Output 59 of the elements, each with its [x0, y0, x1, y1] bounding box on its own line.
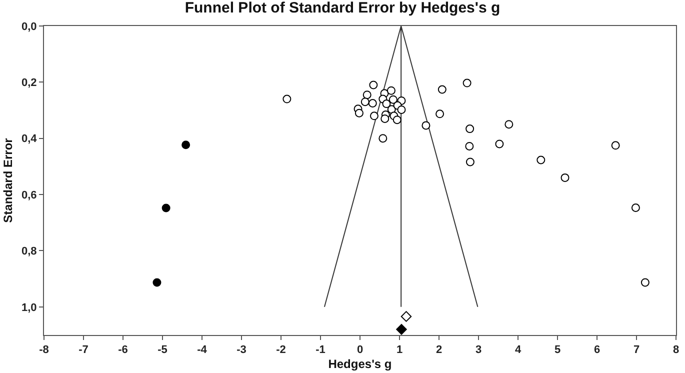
x-tick-label: -8 — [39, 344, 49, 356]
y-tick-label: 1,0 — [22, 302, 37, 314]
x-tick-label: -1 — [316, 344, 326, 356]
point — [152, 278, 162, 287]
x-tick-label: 0 — [356, 344, 364, 356]
y-tick-label: 0,8 — [22, 246, 37, 258]
x-tick-label: 4 — [514, 344, 522, 356]
point — [162, 204, 170, 212]
point — [611, 141, 620, 150]
point — [466, 124, 474, 134]
point — [380, 114, 390, 123]
point — [422, 121, 430, 130]
point — [368, 99, 377, 108]
point — [397, 105, 406, 114]
y-tick-label: 0,0 — [22, 20, 37, 33]
x-tick-label: 1 — [396, 344, 403, 356]
x-tick-label: 2 — [436, 344, 442, 356]
point — [495, 140, 504, 148]
point — [560, 173, 570, 182]
point — [362, 90, 372, 100]
x-tick-label: 7 — [633, 344, 640, 356]
point — [504, 120, 514, 129]
point — [392, 116, 402, 124]
point — [465, 142, 474, 150]
point — [354, 108, 364, 118]
y-tick-label: 0,4 — [22, 133, 38, 146]
x-tick-label: 3 — [475, 344, 482, 356]
x-tick-label: 6 — [594, 344, 600, 356]
point — [396, 324, 407, 335]
point — [369, 80, 378, 90]
point — [182, 140, 190, 150]
point — [386, 86, 396, 95]
point — [382, 100, 391, 108]
x-tick-label: 5 — [554, 344, 561, 356]
point — [400, 311, 412, 322]
x-tick-label: -6 — [118, 344, 128, 356]
point — [378, 134, 388, 143]
x-tick-label: 8 — [672, 344, 680, 356]
point — [282, 94, 292, 104]
x-tick-label: -3 — [236, 344, 246, 356]
point — [360, 98, 370, 106]
y-tick-label: 0,2 — [22, 77, 37, 90]
point — [370, 112, 378, 120]
point — [462, 78, 472, 88]
y-tick-label: 0,6 — [22, 189, 37, 202]
point — [436, 110, 444, 118]
x-tick-label: -2 — [276, 344, 286, 356]
chart-title: Funnel Plot of Standard Error by Hedges's g — [184, 0, 500, 16]
point — [388, 95, 398, 104]
point — [640, 278, 650, 287]
x-tick-label: -5 — [158, 344, 168, 356]
point — [438, 85, 446, 94]
x-axis-title: Hedges's g — [328, 357, 392, 372]
point — [631, 204, 640, 212]
x-tick-label: -4 — [197, 344, 208, 356]
point — [466, 158, 474, 166]
y-axis-title: Standard Error — [0, 138, 15, 223]
point — [536, 156, 546, 164]
x-tick-label: -7 — [78, 344, 88, 356]
